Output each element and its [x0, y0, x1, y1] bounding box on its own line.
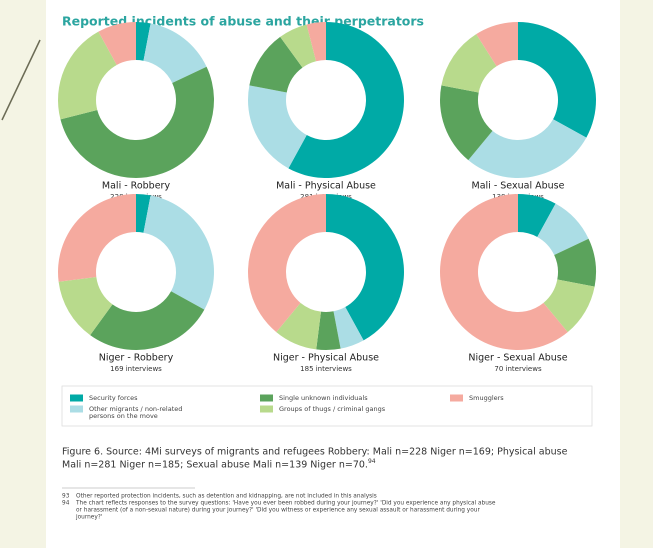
donut-segment [136, 194, 151, 233]
donut-segment [247, 194, 326, 333]
donut-segment [537, 203, 589, 255]
donut-segment [468, 119, 587, 179]
donut-segment [440, 85, 493, 161]
donut-segment [136, 22, 151, 61]
donut-segment [276, 302, 321, 350]
donut-segment [326, 194, 405, 341]
donut-segment [288, 22, 405, 178]
legend-swatch [70, 405, 83, 413]
chart-title: Mali - Sexual Abuse [472, 181, 565, 192]
legend-swatch [260, 394, 273, 402]
donut-segment [58, 194, 136, 282]
donut-segment [316, 311, 341, 350]
footnote-line: or harassment (of a non-sexual nature) d… [76, 508, 480, 514]
chart-subtitle: 169 interviews [110, 365, 162, 373]
donut-segment [476, 22, 518, 67]
donut-segment [60, 66, 214, 178]
donut-segment [518, 22, 596, 138]
donut-segment [98, 22, 136, 65]
donut-segment [554, 238, 596, 287]
footnote-line: Other reported protection incidents, suc… [76, 494, 377, 500]
chart-title: Niger - Physical Abuse [273, 353, 379, 364]
legend-swatch [70, 394, 83, 402]
caption-line: Mali n=281 Niger n=185; Sexual abuse Mal… [62, 458, 376, 471]
chart-subtitle: 185 interviews [300, 365, 352, 373]
legend-label: persons on the move [89, 412, 158, 420]
donut-segment [58, 277, 113, 336]
chart-title: Niger - Robbery [99, 353, 174, 364]
donut-segment [143, 195, 214, 310]
donut-segment [248, 85, 307, 169]
donut-segment [440, 194, 568, 350]
donut-segment [249, 36, 303, 93]
legend-label: Groups of thugs / criminal gangs [279, 405, 386, 413]
footnote-number: 93 [62, 494, 70, 500]
donut-segment [90, 291, 205, 350]
caption-note: 94 [368, 458, 376, 465]
chart-title: Mali - Robbery [102, 181, 171, 192]
footnote-number: 94 [62, 501, 70, 507]
donut-segment [518, 194, 556, 237]
page-sheet [46, 0, 620, 548]
footnote-line: The chart reflects responses to the surv… [75, 501, 496, 507]
legend-label: Security forces [89, 394, 138, 402]
footnote-line: journey?' [75, 515, 103, 521]
legend-label: Smugglers [469, 394, 504, 402]
chart-subtitle: 70 interviews [494, 365, 542, 373]
donut-segment [306, 22, 326, 62]
donut-segment [441, 34, 497, 93]
chart-title: Mali - Physical Abuse [276, 181, 376, 192]
legend-swatch [450, 394, 463, 402]
legend-swatch [260, 405, 273, 413]
legend-label: Single unknown individuals [279, 394, 368, 402]
caption-line: Figure 6. Source: 4Mi surveys of migrant… [62, 447, 568, 458]
donut-segment [143, 23, 207, 83]
legend-box [61, 385, 593, 427]
chart-title: Niger - Sexual Abuse [468, 353, 567, 364]
donut-segment [280, 24, 317, 68]
donut-segment [57, 31, 117, 120]
donut-segment [543, 279, 595, 333]
donut-segment [333, 307, 364, 349]
decoration [1, 39, 41, 121]
legend-label: Other migrants / non-related [89, 405, 182, 413]
